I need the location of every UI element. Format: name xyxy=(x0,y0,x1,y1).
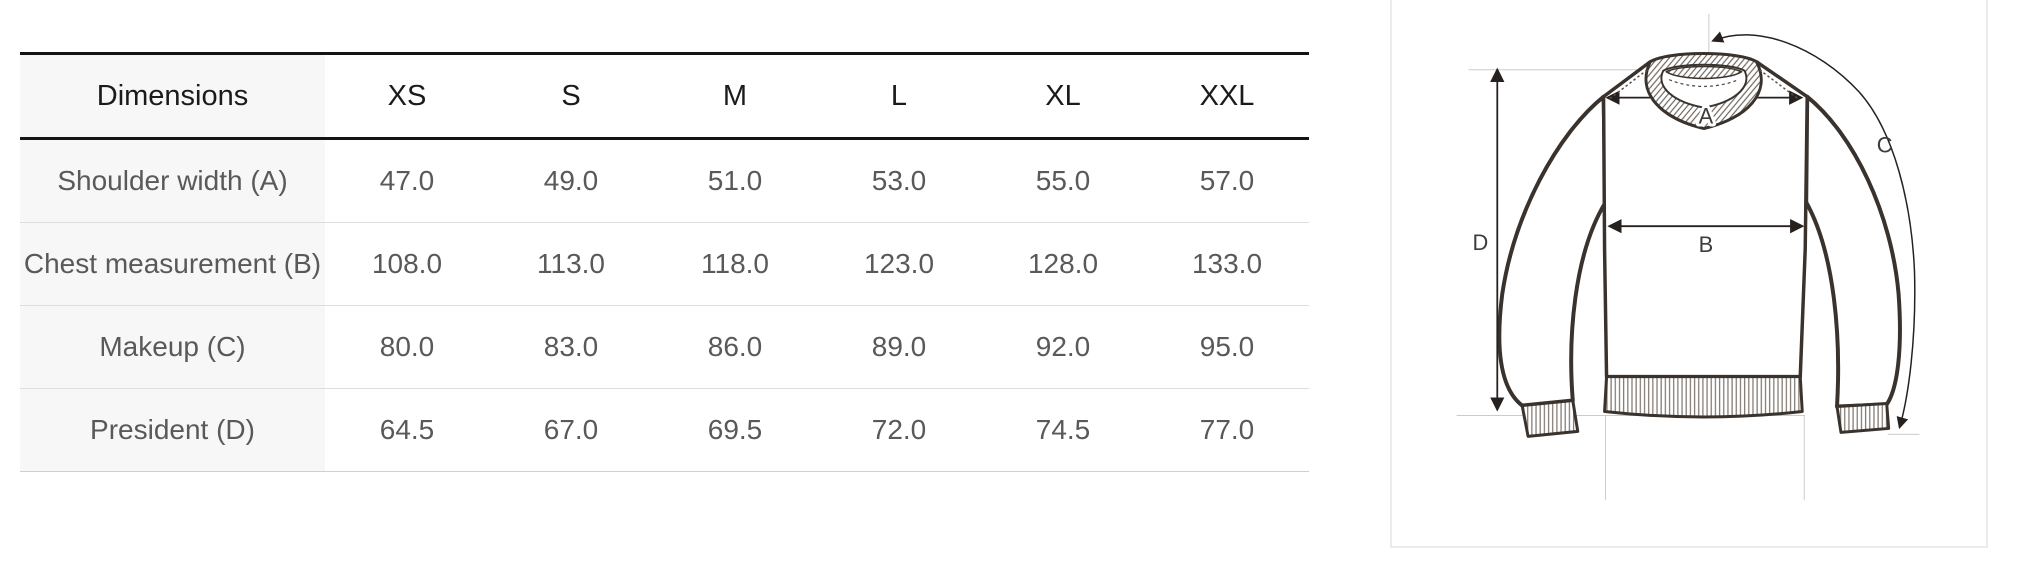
size-value: 83.0 xyxy=(489,305,653,389)
table-row-president: President (D) 64.5 67.0 69.5 72.0 74.5 7… xyxy=(20,388,1309,472)
size-value: 57.0 xyxy=(1145,138,1309,223)
size-value: 51.0 xyxy=(653,138,817,223)
table-row-makeup: Makeup (C) 80.0 83.0 86.0 89.0 92.0 95.0 xyxy=(20,305,1309,389)
table-row-shoulder-width: Shoulder width (A) 47.0 49.0 51.0 53.0 5… xyxy=(20,138,1309,223)
column-header-m: M xyxy=(653,53,817,140)
size-value: 86.0 xyxy=(653,305,817,389)
table-row-chest-measurement: Chest measurement (B) 108.0 113.0 118.0 … xyxy=(20,222,1309,306)
neck-seam-dashed xyxy=(1668,79,1739,87)
row-label: Makeup (C) xyxy=(20,305,325,389)
sweater-measurement-diagram: A B C D xyxy=(1456,13,1920,501)
size-value: 77.0 xyxy=(1145,388,1309,472)
size-value: 89.0 xyxy=(817,305,981,389)
column-header-s: S xyxy=(489,53,653,140)
size-chart-table: Dimensions XS S M L XL XXL Shoulder widt… xyxy=(20,52,1309,472)
size-value: 47.0 xyxy=(325,138,489,223)
size-value: 55.0 xyxy=(981,138,1145,223)
size-value: 118.0 xyxy=(653,222,817,306)
size-value: 128.0 xyxy=(981,222,1145,306)
size-value: 69.5 xyxy=(653,388,817,472)
size-value: 133.0 xyxy=(1145,222,1309,306)
size-value: 72.0 xyxy=(817,388,981,472)
size-value: 92.0 xyxy=(981,305,1145,389)
label-d: D xyxy=(1473,230,1489,255)
row-label: Chest measurement (B) xyxy=(20,222,325,306)
row-label: President (D) xyxy=(20,388,325,472)
left-sleeve xyxy=(1497,94,1608,408)
column-header-xxl: XXL xyxy=(1145,53,1309,140)
size-value: 123.0 xyxy=(817,222,981,306)
size-value: 49.0 xyxy=(489,138,653,223)
label-b: B xyxy=(1699,232,1714,257)
column-header-xl: XL xyxy=(981,53,1145,140)
header-row: Dimensions XS S M L XL XXL xyxy=(20,53,1309,140)
label-c: C xyxy=(1877,132,1893,157)
column-header-xs: XS xyxy=(325,53,489,140)
size-value: 80.0 xyxy=(325,305,489,389)
size-value: 64.5 xyxy=(325,388,489,472)
column-header-l: L xyxy=(817,53,981,140)
size-value: 74.5 xyxy=(981,388,1145,472)
measure-c-arrow xyxy=(1711,31,1916,430)
size-value: 95.0 xyxy=(1145,305,1309,389)
size-value: 113.0 xyxy=(489,222,653,306)
column-header-dimensions: Dimensions xyxy=(20,53,325,140)
size-value: 67.0 xyxy=(489,388,653,472)
label-a: A xyxy=(1699,104,1714,129)
right-cuff xyxy=(1835,402,1891,434)
hem-band xyxy=(1603,375,1804,419)
back-neck-band xyxy=(1665,65,1743,80)
garment-diagram-panel: A B C D xyxy=(1390,0,1988,548)
size-value: 53.0 xyxy=(817,138,981,223)
row-label: Shoulder width (A) xyxy=(20,138,325,223)
size-value: 108.0 xyxy=(325,222,489,306)
left-cuff xyxy=(1520,399,1580,438)
